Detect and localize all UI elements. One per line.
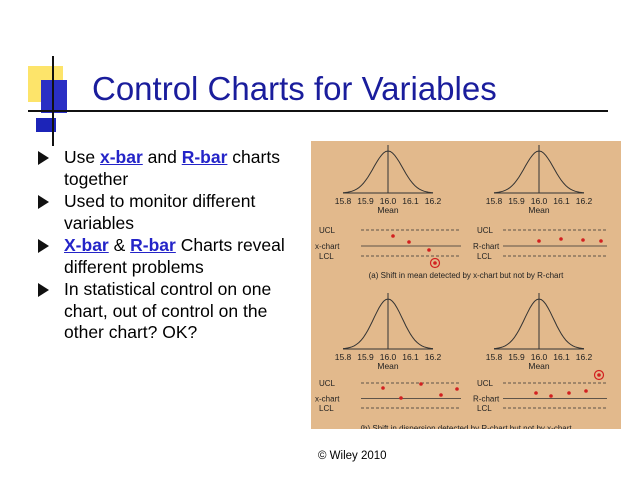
sample-point (407, 240, 411, 244)
sample-point (584, 389, 588, 393)
sample-point (537, 239, 541, 243)
axis-tick-label: 16.1 (553, 196, 570, 206)
sample-point (534, 391, 538, 395)
ucl-label: UCL (319, 226, 336, 235)
chart-label: x-chart (315, 395, 340, 404)
lcl-label: LCL (319, 404, 334, 413)
sample-point (455, 387, 459, 391)
axis-tick-label: 16.2 (576, 352, 593, 362)
axis-tick-label: 15.8 (486, 196, 503, 206)
ucl-label: UCL (319, 379, 336, 388)
decor-blue-square (41, 80, 67, 113)
sample-point (419, 382, 423, 386)
bullet-text: & (108, 235, 131, 255)
bullet-text: Used to monitor different variables (64, 191, 256, 233)
sample-point (559, 237, 563, 241)
axis-tick-label: 16.2 (576, 196, 593, 206)
bullet-item: X-bar & R-bar Charts reveal different pr… (38, 235, 306, 278)
chart-label: R-chart (473, 395, 500, 404)
axis-tick-label: 15.9 (357, 352, 374, 362)
ucl-label: UCL (477, 226, 494, 235)
chart-label: R-chart (473, 242, 500, 251)
axis-tick-label: 16.0 (380, 196, 397, 206)
axis-tick-label: 15.8 (486, 352, 503, 362)
axis-tick-label: 16.0 (531, 196, 548, 206)
axis-label: Mean (528, 205, 550, 215)
caption-b: (b) Shift in dispersion detected by R-ch… (360, 424, 572, 429)
bullet-arrow-icon (38, 195, 49, 209)
axis-tick-label: 15.9 (357, 196, 374, 206)
bullet-text: Charts reveal different problems (64, 235, 285, 277)
bullet-link[interactable]: X-bar (64, 235, 109, 255)
bullet-link[interactable]: R-bar (181, 147, 228, 167)
out-of-control-marker (429, 257, 441, 269)
axis-label: Mean (528, 361, 550, 371)
bullet-text: In statistical control on one chart, out… (64, 279, 272, 342)
bullet-text: and (142, 147, 182, 167)
sample-point (433, 261, 437, 265)
bullet-arrow-icon (38, 283, 49, 297)
sample-point (427, 248, 431, 252)
lcl-label: LCL (477, 404, 492, 413)
slide-title: Control Charts for Variables (92, 70, 497, 107)
axis-label: Mean (377, 361, 399, 371)
axis-tick-label: 15.8 (335, 352, 352, 362)
axis-tick-label: 16.1 (402, 352, 419, 362)
decor-vertical-line (52, 56, 54, 146)
bullet-item: Use x-bar and R-bar charts together (38, 147, 306, 190)
chart-label: x-chart (315, 242, 340, 251)
bullet-link[interactable]: R-bar (130, 235, 176, 255)
axis-label: Mean (377, 205, 399, 215)
ucl-label: UCL (477, 379, 494, 388)
bullet-list: Use x-bar and R-bar charts together Used … (38, 147, 306, 345)
bullet-text: Use (64, 147, 100, 167)
axis-tick-label: 15.8 (335, 196, 352, 206)
axis-tick-label: 16.2 (425, 352, 442, 362)
axis-tick-label: 16.1 (553, 352, 570, 362)
axis-tick-label: 15.9 (508, 352, 525, 362)
sample-point (581, 238, 585, 242)
out-of-control-marker (593, 369, 605, 381)
axis-tick-label: 16.2 (425, 196, 442, 206)
axis-tick-label: 16.0 (380, 352, 397, 362)
decor-blue-small-square (36, 118, 56, 132)
bullet-arrow-icon (38, 239, 49, 253)
sample-point (567, 391, 571, 395)
axis-tick-label: 15.9 (508, 196, 525, 206)
bullet-link[interactable]: x-bar (99, 147, 143, 167)
bullet-item: Used to monitor different variables (38, 191, 306, 234)
caption-a: (a) Shift in mean detected by x-chart bu… (369, 271, 565, 280)
bullet-item: In statistical control on one chart, out… (38, 279, 306, 344)
sample-point (599, 239, 603, 243)
sample-point (549, 394, 553, 398)
title-underline (28, 110, 608, 112)
axis-tick-label: 16.1 (402, 196, 419, 206)
bullet-text: charts together (64, 147, 280, 189)
figure-graphic: 15.8 15.9 16.0 16.1 16.2 Mean 15.8 15.9 16.0 16.1… (315, 145, 607, 433)
lcl-label: LCL (477, 252, 492, 261)
sample-point (439, 393, 443, 397)
lcl-label: LCL (319, 252, 334, 261)
sample-point (597, 373, 601, 377)
copyright-credit: © Wiley 2010 (318, 450, 387, 462)
axis-tick-label: 16.0 (531, 352, 548, 362)
sample-point (381, 386, 385, 390)
bullet-arrow-icon (38, 151, 49, 165)
sample-point (391, 234, 395, 238)
sample-point (399, 396, 403, 400)
control-chart-figure: 15.8 15.9 16.0 16.1 16.2 Mean 15.8 15.9 16.0 16.1… (311, 141, 621, 433)
